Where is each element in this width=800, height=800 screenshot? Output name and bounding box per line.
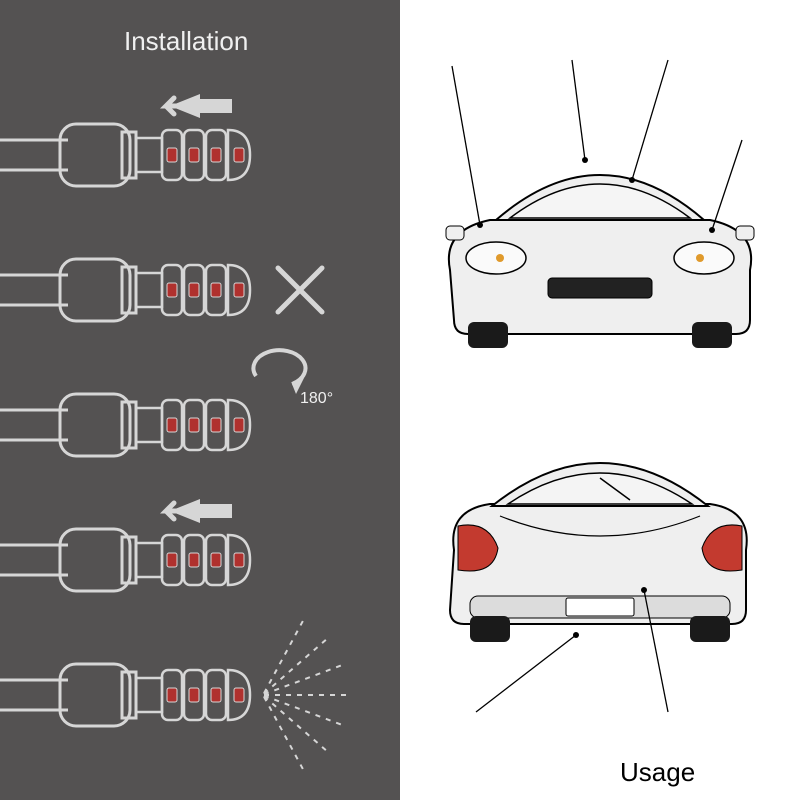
usage-title: Usage: [620, 757, 695, 788]
rotate-label: 180°: [300, 390, 333, 408]
usage-diagram: [400, 0, 800, 800]
usage-panel: Usage Front position/ parking lightsInte…: [400, 0, 800, 800]
page-root: Installation 180° Usage Front position/ …: [0, 0, 800, 800]
installation-panel: Installation 180°: [0, 0, 400, 800]
installation-diagram: [0, 0, 400, 800]
